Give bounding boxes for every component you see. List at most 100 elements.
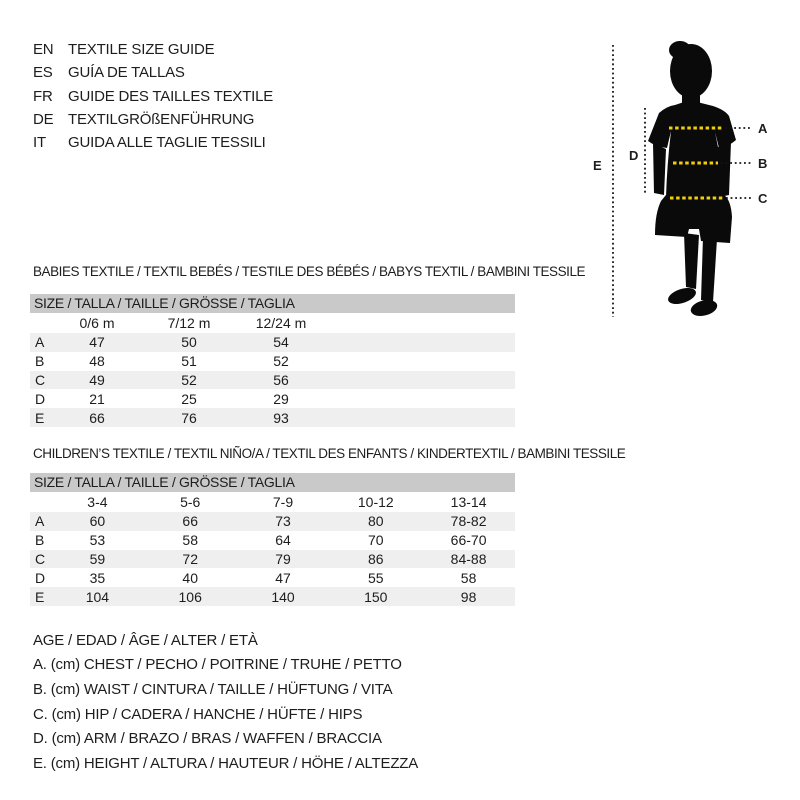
table-cell: 84-88 [450,550,487,567]
table-cell: 93 [273,409,289,426]
language-row-en: EN TEXTILE SIZE GUIDE [33,38,273,61]
table-cell: 60 [89,513,106,530]
table-cell: 50 [181,334,197,351]
table-cell: 66-70 [450,532,487,549]
legend-height-line: E. (cm) HEIGHT / ALTURA / HAUTEUR / HÖHE… [33,754,419,772]
row-label: C [35,550,46,567]
table-cell: 98 [460,588,477,605]
guide-title-de: TEXTILGRÖßENFÜHRUNG [68,111,255,129]
figure-label-height: E [593,158,602,173]
table-cell: 73 [275,513,291,530]
table-cell: 80 [368,513,384,530]
language-code: EN [33,41,54,59]
children-section-title: CHILDREN’S TEXTILE / TEXTIL NIÑO/A / TEX… [33,446,626,461]
row-label: A [35,334,45,351]
language-row-it: IT GUIDA ALLE TAGLIE TESSILI [33,131,273,154]
language-title-list: EN TEXTILE SIZE GUIDE ES GUÍA DE TALLAS … [33,38,273,154]
legend-waist-line: B. (cm) WAIST / CINTURA / TAILLE / HÜFTU… [33,680,393,698]
table-cell: 25 [181,390,197,407]
table-row: E 104 106 140 150 98 [30,587,515,606]
children-size-table: SIZE / TALLA / TAILLE / GRÖSSE / TAGLIA … [30,473,515,606]
babies-size-header-bar: SIZE / TALLA / TAILLE / GRÖSSE / TAGLIA [30,294,515,313]
table-cell: 150 [364,588,388,605]
guide-title-es: GUÍA DE TALLAS [68,64,185,82]
column-header: 10-12 [357,494,394,510]
table-cell: 53 [89,532,106,549]
table-cell: 51 [181,353,197,370]
table-cell: 35 [89,569,106,586]
table-cell: 140 [271,588,295,605]
language-row-es: ES GUÍA DE TALLAS [33,61,273,84]
language-row-fr: FR GUIDE DES TAILLES TEXTILE [33,85,273,108]
table-cell: 106 [178,588,202,605]
table-row: D 35 40 47 55 58 [30,568,515,587]
column-header: 3-4 [87,494,108,510]
table-cell: 64 [275,532,291,549]
row-label: A [35,513,45,530]
table-cell: 52 [181,371,197,388]
table-cell: 48 [89,353,105,370]
table-cell: 70 [368,532,384,549]
table-cell: 55 [368,569,384,586]
table-cell: 79 [275,550,291,567]
table-cell: 86 [368,550,384,567]
legend-chest-line: A. (cm) CHEST / PECHO / POITRINE / TRUHE… [33,656,402,674]
children-size-header-bar: SIZE / TALLA / TAILLE / GRÖSSE / TAGLIA [30,473,515,492]
guide-title-it: GUIDA ALLE TAGLIE TESSILI [68,134,266,152]
table-row: C 49 52 56 [30,370,515,390]
children-column-headers: 3-4 5-6 7-9 10-12 13-14 [30,492,515,512]
figure-label-chest: A [758,121,768,136]
babies-section-title: BABIES TEXTILE / TEXTIL BEBÉS / TESTILE … [33,264,586,279]
language-row-de: DE TEXTILGRÖßENFÜHRUNG [33,108,273,131]
table-cell: 21 [89,390,105,407]
table-cell: 40 [182,569,198,586]
table-cell: 66 [182,513,198,530]
table-row: D 21 25 29 [30,389,515,408]
babies-size-table: SIZE / TALLA / TAILLE / GRÖSSE / TAGLIA … [30,294,515,427]
row-label: D [35,390,46,407]
table-row: A 47 50 54 [30,333,515,352]
row-label: C [35,371,46,388]
table-cell: 29 [273,390,289,407]
child-measurement-figure: A B C D E [593,41,768,317]
column-header: 13-14 [450,494,487,510]
guide-title-fr: GUIDE DES TAILLES TEXTILE [68,87,274,105]
table-cell: 72 [182,550,198,567]
legend-age-line: AGE / EDAD / ÂGE / ALTER / ETÀ [33,631,258,649]
table-row: A 60 66 73 80 78-82 [30,512,515,531]
table-cell: 58 [460,569,477,586]
column-header: 7-9 [272,494,294,510]
row-label: E [35,409,45,426]
language-code: ES [33,64,53,82]
guide-title-en: TEXTILE SIZE GUIDE [68,41,215,59]
column-header: 5-6 [180,494,201,510]
column-header: 0/6 m [79,315,115,331]
table-row: B 53 58 64 70 66-70 [30,531,515,550]
babies-column-headers: 0/6 m 7/12 m 12/24 m [30,313,515,333]
table-cell: 49 [89,371,105,388]
table-cell: 59 [89,550,106,567]
row-label: B [35,532,45,549]
table-row: E 66 76 93 [30,408,515,427]
row-label: E [35,588,45,605]
table-cell: 58 [182,532,198,549]
table-cell: 47 [89,334,105,351]
language-code: DE [33,111,54,129]
table-cell: 76 [181,409,197,426]
table-row: B 48 51 52 [30,352,515,371]
language-code: IT [33,134,46,152]
table-cell: 56 [273,371,289,388]
legend-arm-line: D. (cm) ARM / BRAZO / BRAS / WAFFEN / BR… [33,730,382,748]
table-cell: 78-82 [450,513,487,530]
language-code: FR [33,87,53,105]
table-row: C 59 72 79 86 84-88 [30,549,515,569]
table-cell: 47 [275,569,291,586]
child-silhouette-icon [648,41,736,316]
figure-label-waist: B [758,156,767,171]
figure-label-hip: C [758,191,768,206]
figure-label-arm: D [629,148,638,163]
legend-hip-line: C. (cm) HIP / CADERA / HANCHE / HÜFTE / … [33,705,363,723]
column-header: 7/12 m [167,315,211,331]
row-label: B [35,353,45,370]
